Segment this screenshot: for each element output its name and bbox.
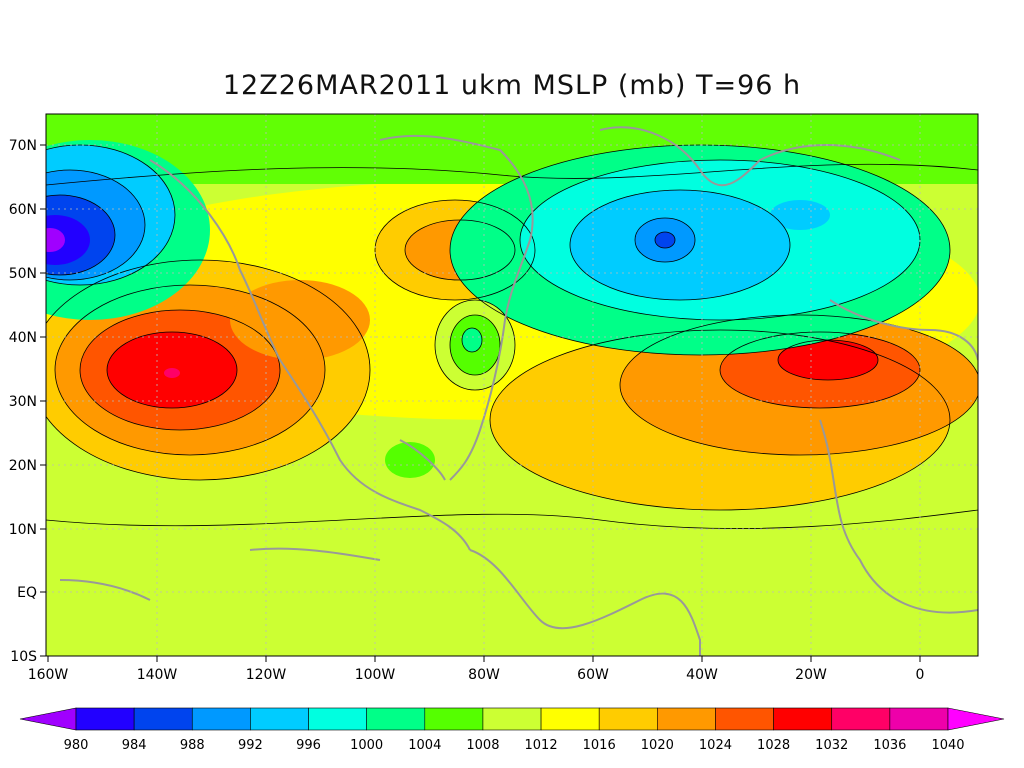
colorbar-level-label: 1008 xyxy=(466,738,499,753)
lat-label-10n: 10N xyxy=(9,522,37,538)
colorbar-level-label: 1028 xyxy=(757,738,790,753)
colorbar-swatch xyxy=(250,707,309,731)
lat-label-20n: 20N xyxy=(9,458,37,474)
colorbar-level-label: 992 xyxy=(238,738,263,753)
colorbar-swatch xyxy=(482,707,542,731)
coastlines xyxy=(59,126,978,656)
low-pressure-layers xyxy=(46,114,978,478)
lat-label-40n: 40N xyxy=(9,330,37,346)
lat-label-50n: 50N xyxy=(9,266,37,282)
map-title: 12Z26MAR2011 ukm MSLP (mb) T=96 h xyxy=(222,70,802,101)
colorbar-swatch xyxy=(191,707,251,731)
colorbar-swatch xyxy=(831,707,891,731)
lon-label-140w: 140W xyxy=(137,667,178,683)
colorbar-level-label: 1000 xyxy=(350,738,383,753)
colorbar-swatch xyxy=(308,707,367,731)
colorbar-level-label: 1024 xyxy=(699,738,732,753)
lon-tick-labels: 160W 140W 120W 100W 80W 60W 40W 20W 0 xyxy=(28,667,925,683)
lat-label-30n: 30N xyxy=(9,394,37,410)
lon-ticks xyxy=(47,656,921,662)
colorbar-arrow-low xyxy=(19,707,77,731)
colorbar-swatch xyxy=(598,707,658,731)
colorbar-level-label: 1040 xyxy=(931,738,964,753)
colorbar-level-label: 996 xyxy=(296,738,321,753)
lat-label-10s: 10S xyxy=(10,649,37,665)
lon-label-160w: 160W xyxy=(28,667,69,683)
colorbar-swatch xyxy=(424,707,484,731)
lon-label-80w: 80W xyxy=(468,667,500,683)
colorbar-level-label: 1032 xyxy=(815,738,848,753)
colorbar-swatch xyxy=(366,707,426,731)
lat-label-eq: EQ xyxy=(17,585,37,601)
colorbar-level-label: 1012 xyxy=(525,738,558,753)
lat-lon-grid xyxy=(46,114,978,656)
colorbar-level-label: 988 xyxy=(180,738,205,753)
lon-label-40w: 40W xyxy=(686,667,718,683)
colorbar-swatch xyxy=(889,707,949,731)
colorbar-level-label: 1020 xyxy=(641,738,674,753)
lat-ticks xyxy=(40,144,46,657)
colorbar-level-label: 1004 xyxy=(408,738,441,753)
lat-tick-labels: 70N 60N 50N 40N 30N 20N 10N EQ 10S xyxy=(9,138,37,665)
colorbar-swatch xyxy=(773,707,833,731)
lon-label-20w: 20W xyxy=(795,667,827,683)
lon-label-60w: 60W xyxy=(577,667,609,683)
lat-label-60n: 60N xyxy=(9,202,37,218)
colorbar: 980 984 988 992 996 1000 1004 1008 1012 1016 1020 1… xyxy=(19,707,1005,753)
colorbar-swatch xyxy=(75,707,135,731)
lon-label-120w: 120W xyxy=(246,667,287,683)
lon-label-100w: 100W xyxy=(355,667,396,683)
colorbar-level-label: 980 xyxy=(64,738,89,753)
lon-label-0: 0 xyxy=(916,667,925,683)
colorbar-arrow-high xyxy=(947,707,1005,731)
colorbar-level-label: 1016 xyxy=(583,738,616,753)
colorbar-swatch xyxy=(133,707,193,731)
colorbar-swatch xyxy=(540,707,600,731)
colorbar-swatch xyxy=(657,707,716,731)
colorbar-level-label: 984 xyxy=(122,738,147,753)
plot-frame xyxy=(45,113,979,657)
colorbar-level-label: 1036 xyxy=(873,738,906,753)
colorbar-swatch xyxy=(715,707,774,731)
lat-label-70n: 70N xyxy=(9,138,37,154)
pressure-field xyxy=(46,114,978,656)
